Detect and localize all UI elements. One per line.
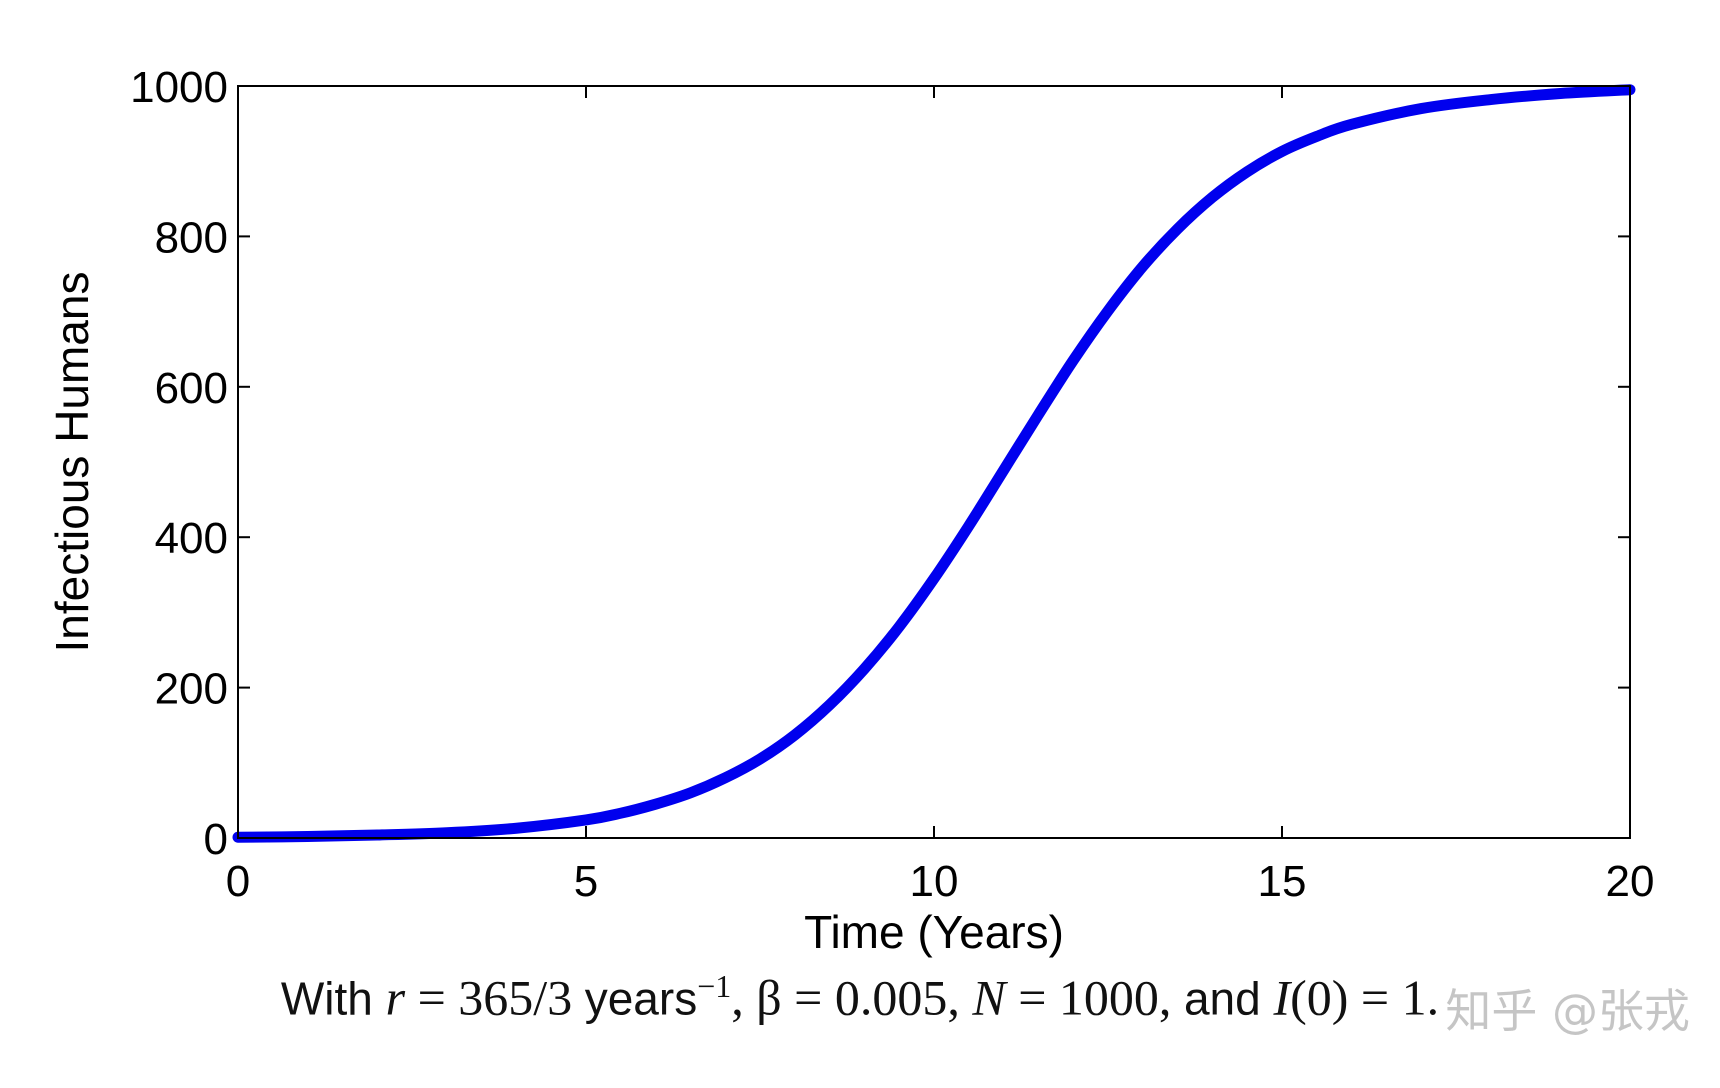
x-axis-title: Time (Years) <box>804 906 1064 958</box>
series-line-0 <box>232 84 1636 843</box>
caption-prefix: With <box>280 972 386 1025</box>
tick-marks <box>237 85 1631 839</box>
y-axis-title: Infectious Humans <box>46 272 98 653</box>
y-tick-label: 800 <box>155 213 228 262</box>
y-tick-label: 400 <box>155 514 228 563</box>
x-tick-label: 15 <box>1258 857 1307 906</box>
caption-i-symbol: I <box>1273 969 1291 1026</box>
caption-r-exponent: −1 <box>697 968 732 1004</box>
caption-and: and <box>1183 972 1274 1025</box>
x-tick-label: 20 <box>1606 857 1655 906</box>
caption-r-symbol: r <box>385 969 406 1026</box>
plot-frame <box>237 85 1631 839</box>
x-tick-label: 5 <box>574 857 598 906</box>
y-tick-label: 0 <box>204 815 228 864</box>
caption-r-unit: years <box>584 972 698 1025</box>
figure-caption: With r = 365/3 years−1, β = 0.005, N = 1… <box>0 968 1720 1027</box>
x-tick-label: 0 <box>226 857 250 906</box>
y-tick-label: 1000 <box>130 63 228 112</box>
x-tick-label: 10 <box>910 857 959 906</box>
watermark: 知乎 @张戎 <box>1445 984 1690 1038</box>
series-layer <box>232 84 1636 843</box>
caption-r-value: = 365/3 <box>405 969 585 1026</box>
caption-n-value: = 1000, <box>1005 969 1184 1026</box>
caption-n-symbol: N <box>972 969 1006 1026</box>
y-tick-label: 600 <box>155 364 228 413</box>
y-tick-label: 200 <box>155 665 228 714</box>
caption-i-value: (0) = 1. <box>1290 969 1440 1026</box>
caption-beta: , β = 0.005, <box>731 969 973 1026</box>
